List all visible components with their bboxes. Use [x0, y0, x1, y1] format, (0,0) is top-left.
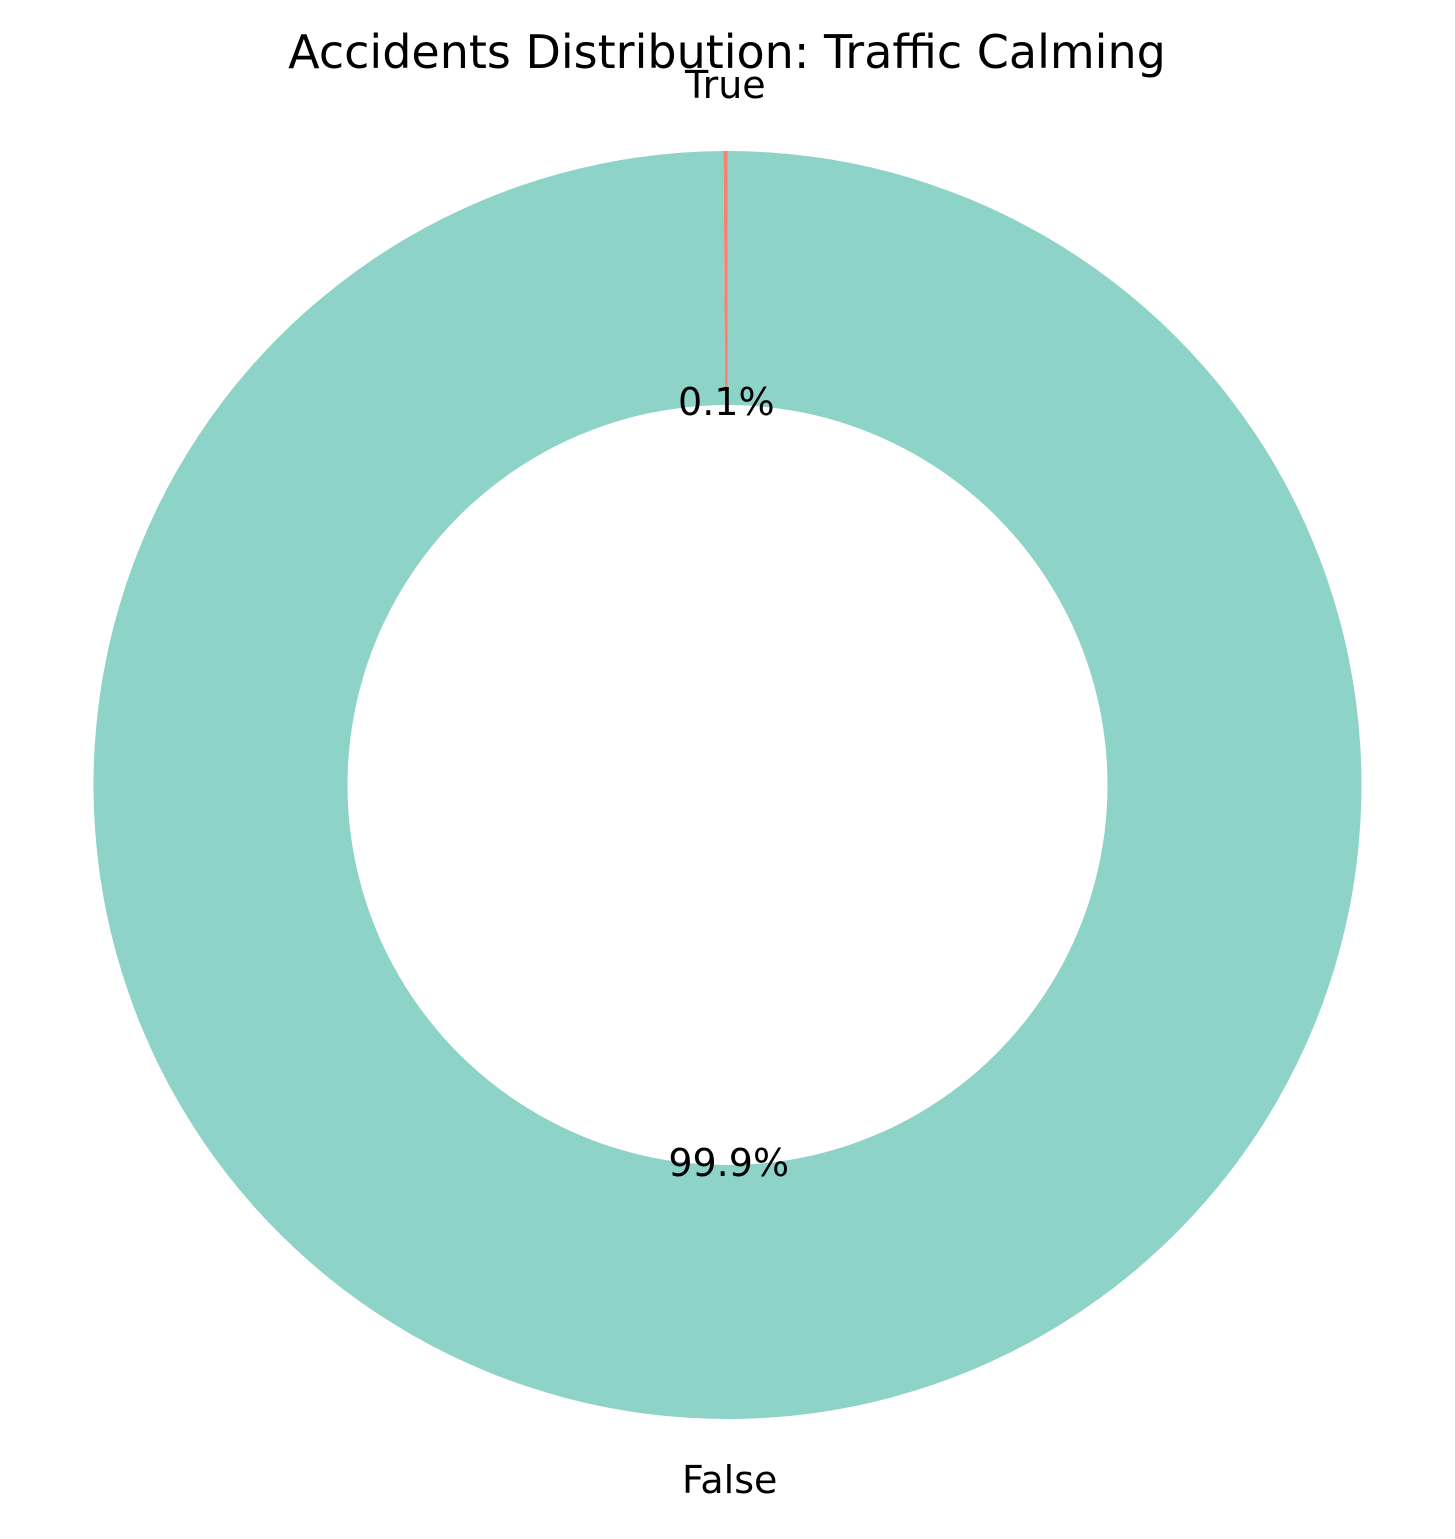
chart-title: Accidents Distribution: Traffic Calming	[288, 25, 1166, 79]
slice-label-false: False	[682, 1458, 777, 1502]
slices-group	[93, 151, 1362, 1419]
slice-percent-true: 0.1%	[678, 380, 775, 424]
slice-true	[723, 151, 728, 406]
labels-group: True 0.1% False 99.9%	[668, 63, 789, 1502]
slice-false	[93, 151, 1362, 1419]
slice-label-true: True	[684, 63, 766, 107]
slice-percent-false: 99.9%	[668, 1141, 789, 1185]
